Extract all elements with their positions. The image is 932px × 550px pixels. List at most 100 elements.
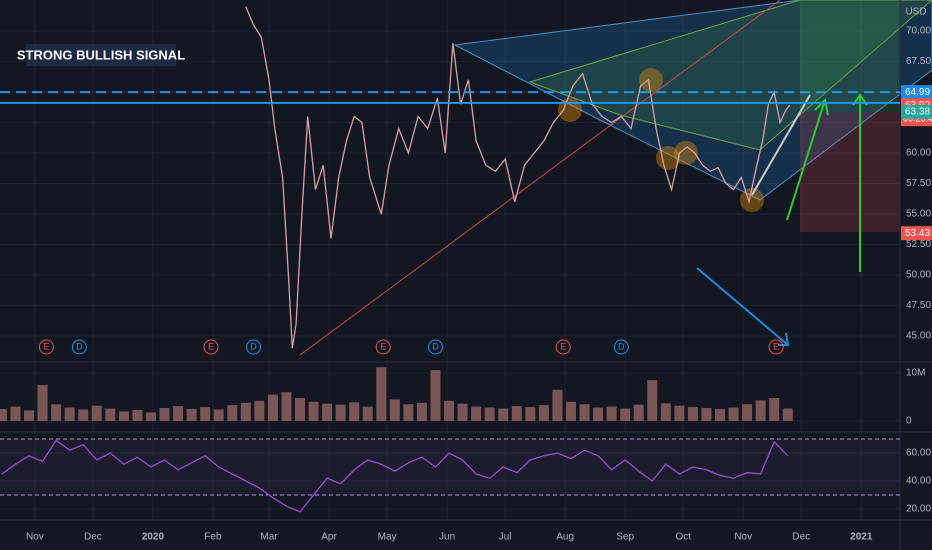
highlight <box>639 68 663 92</box>
volume-bar <box>295 397 305 421</box>
price-tag-label: 53.43 <box>905 228 930 239</box>
volume-bar <box>538 405 549 421</box>
y-tick-label: 40.00 <box>906 476 931 487</box>
event-marker <box>71 339 87 355</box>
volume-bar <box>525 407 536 421</box>
x-tick-label: Mar <box>260 532 278 543</box>
price-tag <box>901 85 932 100</box>
stop-zone <box>800 112 900 232</box>
volume-bar <box>579 404 590 421</box>
volume-bar <box>430 370 441 421</box>
currency: USD <box>905 7 926 18</box>
y-tick-label: 47.50 <box>906 300 931 311</box>
volume-bar <box>308 401 319 421</box>
volume-bar <box>105 408 116 421</box>
y-tick-label: 55.00 <box>906 209 931 220</box>
x-tick-label: Apr <box>321 532 337 543</box>
volume-bar <box>10 406 21 421</box>
volume-bar <box>755 400 766 421</box>
volume-bar <box>254 400 265 421</box>
x-tick-label: Nov <box>26 532 44 543</box>
volume-bar <box>552 389 563 421</box>
x-tick-label: Dec <box>792 532 810 543</box>
volume-bar <box>484 407 495 421</box>
event-label: D <box>618 341 625 351</box>
volume-bar <box>362 406 373 421</box>
x-tick-label: Aug <box>556 532 574 543</box>
volume-bar <box>660 403 671 421</box>
price-tag <box>901 104 932 119</box>
price-tag <box>901 226 932 241</box>
volume-bar <box>186 409 197 421</box>
x-tick-label: Jul <box>499 532 512 543</box>
volume-bar <box>0 409 7 421</box>
x-tick-label: Sep <box>616 532 634 543</box>
price-line <box>1 439 789 513</box>
event-marker <box>38 339 54 355</box>
event-marker <box>555 339 571 355</box>
pitchfork-inner <box>528 0 932 151</box>
volume-bar <box>728 407 739 421</box>
pitchfork-outer <box>453 0 932 201</box>
x-tick-label: Feb <box>204 532 222 543</box>
volume-bar <box>444 400 455 421</box>
event-marker <box>613 339 629 355</box>
volume-bar <box>403 404 414 421</box>
chart-title: STRONG BULLISH SIGNAL <box>17 47 185 62</box>
drawings <box>299 0 932 356</box>
y-tick-label: 45.00 <box>906 331 931 342</box>
volume-bar <box>715 409 725 421</box>
x-tick-label: 2020 <box>142 532 165 543</box>
rsi-fill <box>0 439 900 495</box>
event-label: E <box>380 341 386 351</box>
volume-bar <box>200 407 211 421</box>
x-tick-label: Nov <box>734 532 752 543</box>
title-box <box>26 44 176 66</box>
y-tick-label: 57.50 <box>906 178 931 189</box>
volume-bar <box>701 408 712 421</box>
highlight <box>656 146 680 170</box>
x-tick-label: Oct <box>675 532 691 543</box>
volume-bar <box>118 411 129 421</box>
volume-bar <box>471 406 482 421</box>
volume-bar <box>335 404 346 421</box>
y-tick-label: 10M <box>906 368 925 379</box>
y-tick-label: 60.00 <box>906 148 931 159</box>
volume-bar <box>24 410 35 421</box>
volume-bar <box>593 407 604 421</box>
price-tag-label: 63.38 <box>905 106 930 117</box>
volume-bar <box>132 409 143 421</box>
event-label: D <box>76 341 83 351</box>
volume-bar <box>769 397 780 421</box>
volume-bar <box>647 380 658 421</box>
highlight <box>740 188 764 212</box>
y-tick-label: 52.50 <box>906 239 931 250</box>
volume-bar <box>145 412 156 421</box>
volume-bar <box>416 402 427 421</box>
volume-bar <box>322 403 333 421</box>
volume-bar <box>64 407 75 421</box>
volume-bar <box>240 402 251 421</box>
volume-bar <box>498 408 509 421</box>
median-line <box>299 0 781 356</box>
volume-bar <box>51 404 62 421</box>
volume-bar <box>674 405 685 421</box>
volume-bar <box>742 404 753 421</box>
volume-bar <box>78 409 89 421</box>
price-line <box>245 6 791 349</box>
x-tick-label: Dec <box>84 532 102 543</box>
arrow-head <box>778 332 790 346</box>
volume-bar <box>633 404 644 421</box>
volume-bar <box>281 392 292 421</box>
arrow <box>751 94 811 196</box>
y-tick-label: 0 <box>906 416 912 427</box>
arrow <box>696 267 789 346</box>
y-tick-label: 60.00 <box>906 448 931 459</box>
x-tick-label: Jun <box>439 532 455 543</box>
volume-bar <box>606 406 617 421</box>
volume-bar <box>457 403 468 421</box>
volume-bar <box>565 401 576 421</box>
arrow-head <box>852 93 868 106</box>
volume-bar <box>173 406 184 421</box>
event-marker <box>246 339 262 355</box>
